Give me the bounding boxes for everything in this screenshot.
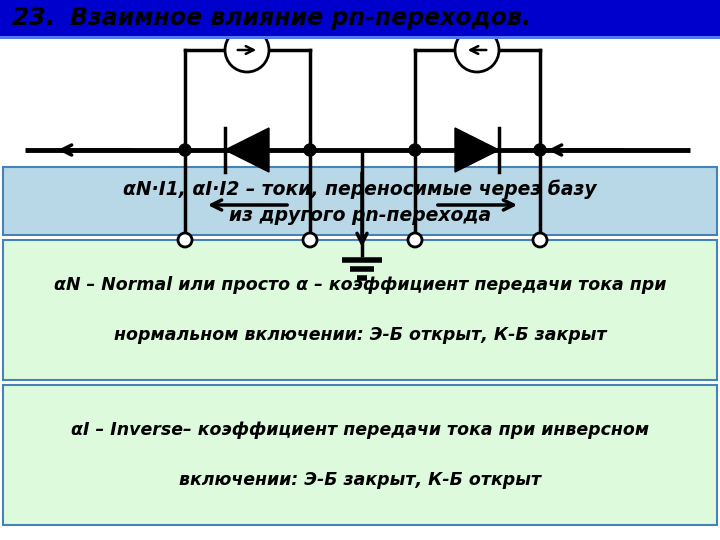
Bar: [0, 0, 720, 36]
Circle shape: [178, 233, 192, 247]
Text: 23.: 23.: [12, 6, 56, 30]
Circle shape: [534, 144, 546, 156]
Circle shape: [225, 28, 269, 72]
Text: из другого pn-перехода: из другого pn-перехода: [229, 206, 491, 226]
Text: включении: Э-Б закрыт, К-Б открыт: включении: Э-Б закрыт, К-Б открыт: [179, 471, 541, 489]
Bar: [3, 167, 717, 235]
Polygon shape: [225, 128, 269, 172]
Circle shape: [304, 144, 316, 156]
Circle shape: [409, 144, 421, 156]
Text: нормальном включении: Э-Б открыт, К-Б закрыт: нормальном включении: Э-Б открыт, К-Б за…: [114, 326, 606, 344]
Bar: [3, 385, 717, 525]
Circle shape: [408, 233, 422, 247]
Bar: [0, 36, 720, 39]
Circle shape: [179, 144, 191, 156]
Circle shape: [303, 233, 317, 247]
Circle shape: [455, 28, 499, 72]
Bar: [3, 240, 717, 380]
Text: αN·I1, αI·I2 – токи, переносимые через базу: αN·I1, αI·I2 – токи, переносимые через б…: [123, 179, 597, 199]
Text: αN – Normal или просто α – коэффициент передачи тока при: αN – Normal или просто α – коэффициент п…: [54, 276, 666, 294]
Circle shape: [533, 233, 547, 247]
Polygon shape: [455, 128, 499, 172]
Text: Взаимное влияние pn-переходов.: Взаимное влияние pn-переходов.: [70, 6, 531, 30]
Text: αI – Inverse– коэффициент передачи тока при инверсном: αI – Inverse– коэффициент передачи тока …: [71, 421, 649, 439]
